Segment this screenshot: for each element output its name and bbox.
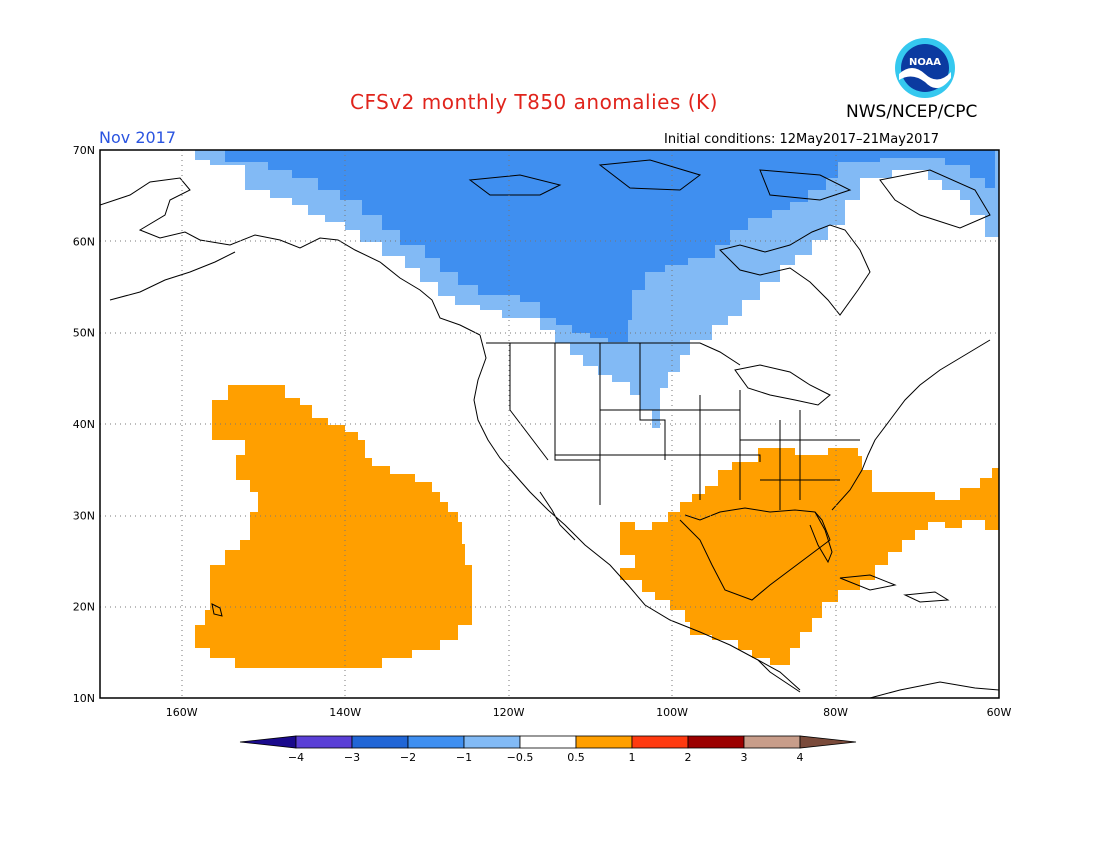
longitude-label: 160W — [166, 706, 198, 719]
latitude-label: 10N — [73, 692, 95, 705]
longitude-label: 60W — [987, 706, 1012, 719]
colorbar-label: −1 — [456, 751, 472, 764]
colorbar: −4 −3 −2 −1 −0.5 0.5 1 2 3 4 — [239, 735, 857, 764]
longitude-label: 140W — [329, 706, 361, 719]
map-panel — [99, 149, 1000, 699]
colorbar-label: 0.5 — [567, 751, 585, 764]
colorbar-swatch — [519, 735, 577, 749]
colorbar-label: −0.5 — [507, 751, 534, 764]
colorbar-label: 4 — [797, 751, 804, 764]
colorbar-label: −4 — [288, 751, 304, 764]
colorbar-swatch — [351, 735, 409, 749]
anomaly-region-warm-gulf — [620, 448, 999, 665]
noaa-logo-text: NOAA — [909, 57, 941, 68]
latitude-label: 60N — [73, 235, 95, 248]
longitude-labels: 160W 140W 120W 100W 80W 60W — [166, 706, 1012, 719]
colorbar-label: −2 — [400, 751, 416, 764]
colorbar-label: −3 — [344, 751, 360, 764]
colorbar-swatch — [743, 735, 801, 749]
colorbar-label: 3 — [741, 751, 748, 764]
colorbar-arrow-high — [799, 735, 857, 749]
longitude-label: 100W — [656, 706, 688, 719]
colorbar-label: 1 — [629, 751, 636, 764]
colorbar-swatch — [463, 735, 521, 749]
map-frame — [99, 149, 1000, 699]
longitude-label: 120W — [493, 706, 525, 719]
latitude-label: 50N — [73, 327, 95, 340]
latitude-label: 20N — [73, 601, 95, 614]
forecast-month: Nov 2017 — [99, 128, 177, 147]
colorbar-label: 2 — [685, 751, 692, 764]
latitude-label: 40N — [73, 418, 95, 431]
coastlines — [100, 159, 999, 698]
colorbar-swatch — [687, 735, 745, 749]
latitude-label: 70N — [73, 144, 95, 157]
colorbar-swatch — [295, 735, 353, 749]
latitude-labels: 10N 20N 30N 40N 50N 60N 70N — [73, 144, 95, 705]
colorbar-swatch — [631, 735, 689, 749]
colorbar-swatch — [575, 735, 633, 749]
agency-label: NWS/NCEP/CPC — [846, 102, 978, 122]
latitude-label: 30N — [73, 509, 95, 522]
map-title: CFSv2 monthly T850 anomalies (K) — [350, 90, 718, 114]
anomaly-region-warm-pacific — [195, 385, 472, 668]
noaa-logo: NOAA — [895, 38, 955, 98]
colorbar-arrow-low — [239, 735, 297, 749]
longitude-label: 80W — [823, 706, 848, 719]
initial-conditions: Initial conditions: 12May2017–21May2017 — [664, 132, 939, 147]
colorbar-swatch — [407, 735, 465, 749]
